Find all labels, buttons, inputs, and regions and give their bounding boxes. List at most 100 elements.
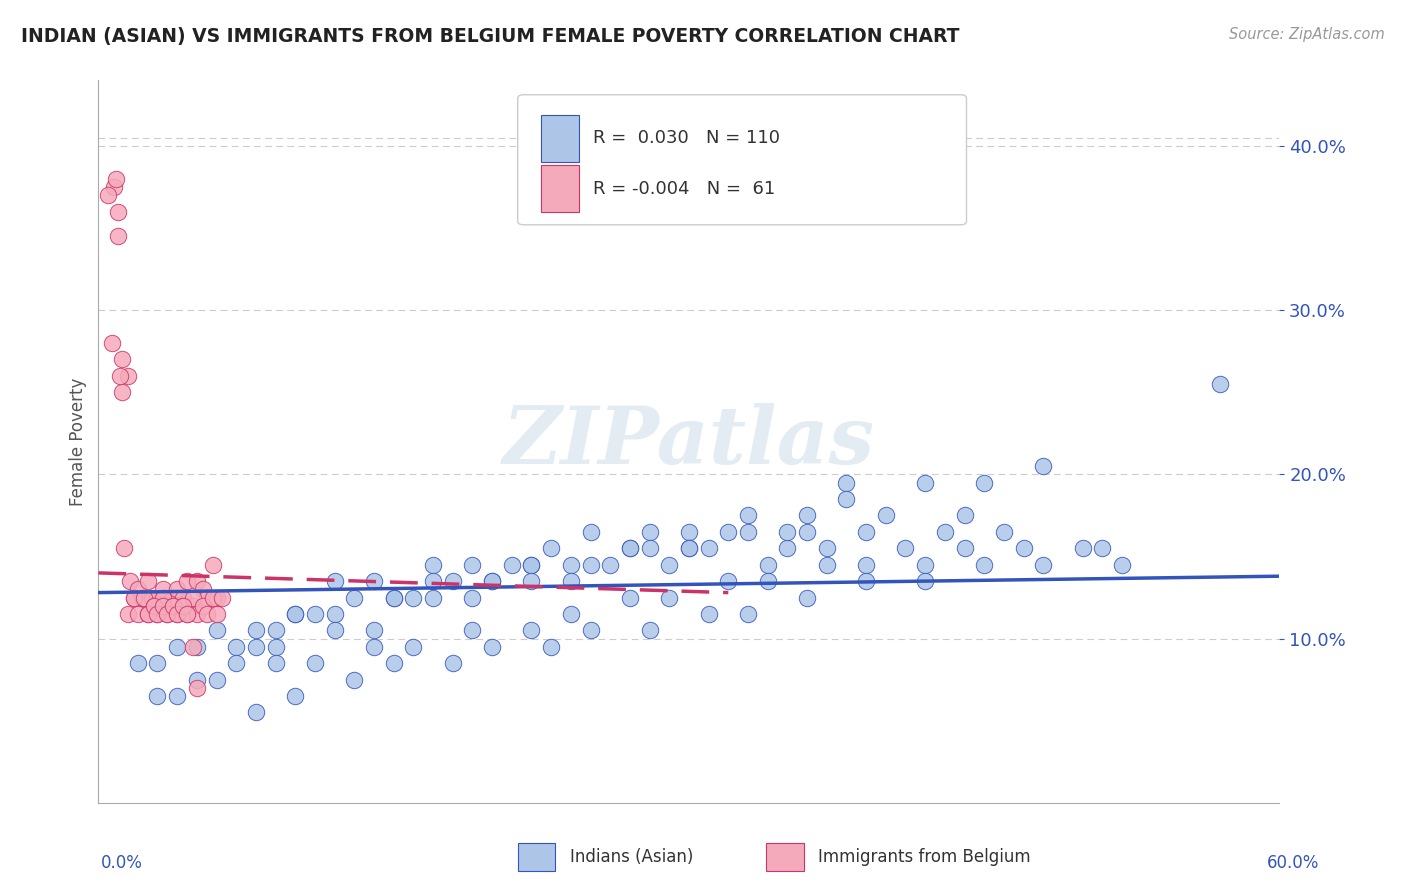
Point: [363, 574, 385, 588]
Point: [717, 574, 740, 588]
Point: [284, 689, 307, 703]
Point: [166, 582, 188, 597]
Point: [756, 558, 779, 572]
Point: [894, 541, 917, 556]
Point: [122, 591, 145, 605]
Point: [697, 607, 720, 621]
Point: [166, 607, 188, 621]
Point: [973, 558, 995, 572]
Point: [441, 657, 464, 671]
Point: [117, 368, 139, 383]
Point: [520, 558, 543, 572]
Point: [579, 524, 602, 539]
Point: [520, 558, 543, 572]
Point: [117, 607, 139, 621]
Point: [195, 591, 218, 605]
Point: [152, 591, 174, 605]
FancyBboxPatch shape: [517, 843, 555, 871]
FancyBboxPatch shape: [517, 95, 966, 225]
Point: [201, 558, 224, 572]
Point: [186, 574, 208, 588]
Point: [422, 591, 444, 605]
Point: [107, 204, 129, 219]
Point: [638, 624, 661, 638]
Point: [540, 541, 562, 556]
Point: [186, 673, 208, 687]
Point: [1071, 541, 1094, 556]
Point: [619, 541, 641, 556]
Point: [118, 574, 141, 588]
Point: [141, 591, 163, 605]
Point: [108, 368, 131, 383]
Point: [382, 657, 405, 671]
Point: [112, 541, 135, 556]
Point: [146, 657, 169, 671]
Point: [1091, 541, 1114, 556]
Point: [245, 624, 267, 638]
Point: [101, 336, 124, 351]
Point: [481, 574, 503, 588]
Point: [835, 475, 858, 490]
Text: Source: ZipAtlas.com: Source: ZipAtlas.com: [1229, 27, 1385, 42]
Point: [205, 607, 228, 621]
Text: Immigrants from Belgium: Immigrants from Belgium: [818, 848, 1031, 866]
Point: [146, 607, 169, 621]
Point: [264, 640, 287, 654]
Point: [678, 524, 700, 539]
Point: [579, 558, 602, 572]
Point: [796, 524, 818, 539]
Point: [934, 524, 956, 539]
Point: [172, 599, 194, 613]
Point: [245, 706, 267, 720]
Point: [776, 524, 799, 539]
Point: [195, 607, 218, 621]
Point: [146, 591, 169, 605]
Point: [402, 591, 425, 605]
Point: [1209, 377, 1232, 392]
Point: [304, 657, 326, 671]
Point: [422, 574, 444, 588]
Point: [205, 673, 228, 687]
Point: [323, 607, 346, 621]
Point: [107, 229, 129, 244]
Point: [284, 607, 307, 621]
Point: [146, 607, 169, 621]
Point: [599, 558, 621, 572]
Point: [105, 171, 128, 186]
Point: [363, 640, 385, 654]
Text: 0.0%: 0.0%: [101, 854, 143, 871]
Point: [191, 582, 214, 597]
Point: [658, 558, 681, 572]
Point: [560, 558, 582, 572]
Point: [136, 574, 159, 588]
Point: [815, 558, 838, 572]
Point: [520, 624, 543, 638]
Point: [737, 524, 759, 539]
Point: [737, 508, 759, 523]
Point: [953, 541, 976, 556]
Point: [211, 591, 233, 605]
Point: [136, 607, 159, 621]
Point: [717, 524, 740, 539]
Point: [619, 591, 641, 605]
Point: [914, 475, 936, 490]
Point: [146, 689, 169, 703]
Point: [142, 599, 165, 613]
Point: [176, 607, 198, 621]
Text: R = -0.004   N =  61: R = -0.004 N = 61: [593, 179, 776, 198]
Point: [176, 574, 198, 588]
Point: [152, 599, 174, 613]
Point: [127, 582, 149, 597]
Point: [343, 591, 366, 605]
Point: [619, 541, 641, 556]
Point: [501, 558, 523, 572]
Point: [441, 574, 464, 588]
Point: [156, 607, 179, 621]
Point: [111, 385, 134, 400]
Point: [1032, 558, 1054, 572]
Point: [156, 607, 179, 621]
Point: [678, 541, 700, 556]
Point: [284, 607, 307, 621]
FancyBboxPatch shape: [541, 165, 579, 212]
Point: [678, 541, 700, 556]
